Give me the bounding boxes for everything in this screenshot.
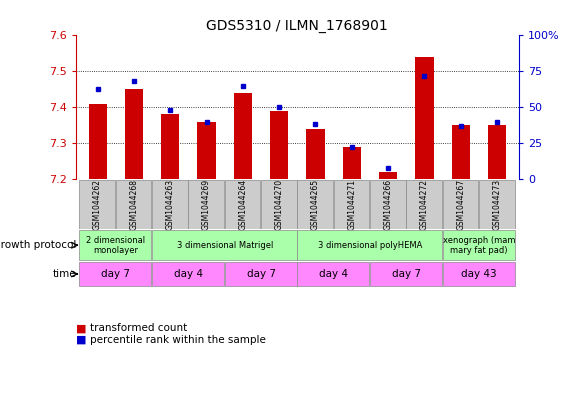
Bar [152, 180, 188, 229]
Bar [415, 57, 434, 179]
Bar [79, 180, 115, 229]
Text: day 7: day 7 [101, 269, 130, 279]
Text: GSM1044262: GSM1044262 [93, 179, 102, 230]
Bar [307, 129, 325, 179]
Text: ■: ■ [76, 335, 86, 345]
Text: 3 dimensional Matrigel: 3 dimensional Matrigel [177, 241, 273, 250]
Bar [406, 180, 442, 229]
Text: ■: ■ [76, 323, 86, 333]
Bar [234, 93, 252, 179]
Bar [370, 180, 406, 229]
Bar [442, 180, 478, 229]
Text: GSM1044271: GSM1044271 [347, 179, 356, 230]
Bar [442, 230, 515, 260]
Bar [188, 180, 224, 229]
Text: time: time [53, 269, 76, 279]
Text: day 7: day 7 [392, 269, 421, 279]
Text: GSM1044263: GSM1044263 [166, 179, 175, 230]
Bar [297, 230, 442, 260]
Text: day 7: day 7 [247, 269, 276, 279]
Text: 2 dimensional
monolayer: 2 dimensional monolayer [86, 235, 145, 255]
Text: GSM1044264: GSM1044264 [238, 179, 247, 230]
Bar [79, 230, 152, 260]
Text: GSM1044266: GSM1044266 [384, 179, 392, 230]
Text: GSM1044270: GSM1044270 [275, 179, 284, 230]
Bar [89, 104, 107, 179]
Text: xenograph (mam
mary fat pad): xenograph (mam mary fat pad) [442, 235, 515, 255]
Bar [198, 121, 216, 179]
Text: day 4: day 4 [319, 269, 348, 279]
Text: percentile rank within the sample: percentile rank within the sample [90, 335, 266, 345]
Bar [152, 230, 297, 260]
Text: GSM1044267: GSM1044267 [456, 179, 465, 230]
Text: GSM1044268: GSM1044268 [129, 179, 138, 230]
Bar [379, 172, 397, 179]
Bar [488, 125, 506, 179]
Bar [261, 180, 297, 229]
Bar [343, 147, 361, 179]
Bar [333, 180, 369, 229]
Text: day 43: day 43 [461, 269, 497, 279]
Bar [442, 262, 515, 286]
Bar [224, 180, 260, 229]
Bar [297, 180, 333, 229]
Bar [79, 262, 152, 286]
Bar [452, 125, 470, 179]
Text: transformed count: transformed count [90, 323, 188, 333]
Text: GSM1044273: GSM1044273 [493, 179, 501, 230]
Bar [479, 180, 515, 229]
Bar [125, 89, 143, 179]
Bar [370, 262, 442, 286]
Text: 3 dimensional polyHEMA: 3 dimensional polyHEMA [318, 241, 422, 250]
Bar [152, 262, 224, 286]
Title: GDS5310 / ILMN_1768901: GDS5310 / ILMN_1768901 [206, 19, 388, 33]
Bar [116, 180, 152, 229]
Bar [161, 114, 180, 179]
Text: GSM1044272: GSM1044272 [420, 179, 429, 230]
Text: day 4: day 4 [174, 269, 203, 279]
Bar [270, 111, 288, 179]
Text: growth protocol: growth protocol [0, 240, 76, 250]
Text: GSM1044265: GSM1044265 [311, 179, 320, 230]
Bar [297, 262, 369, 286]
Text: GSM1044269: GSM1044269 [202, 179, 211, 230]
Bar [224, 262, 297, 286]
